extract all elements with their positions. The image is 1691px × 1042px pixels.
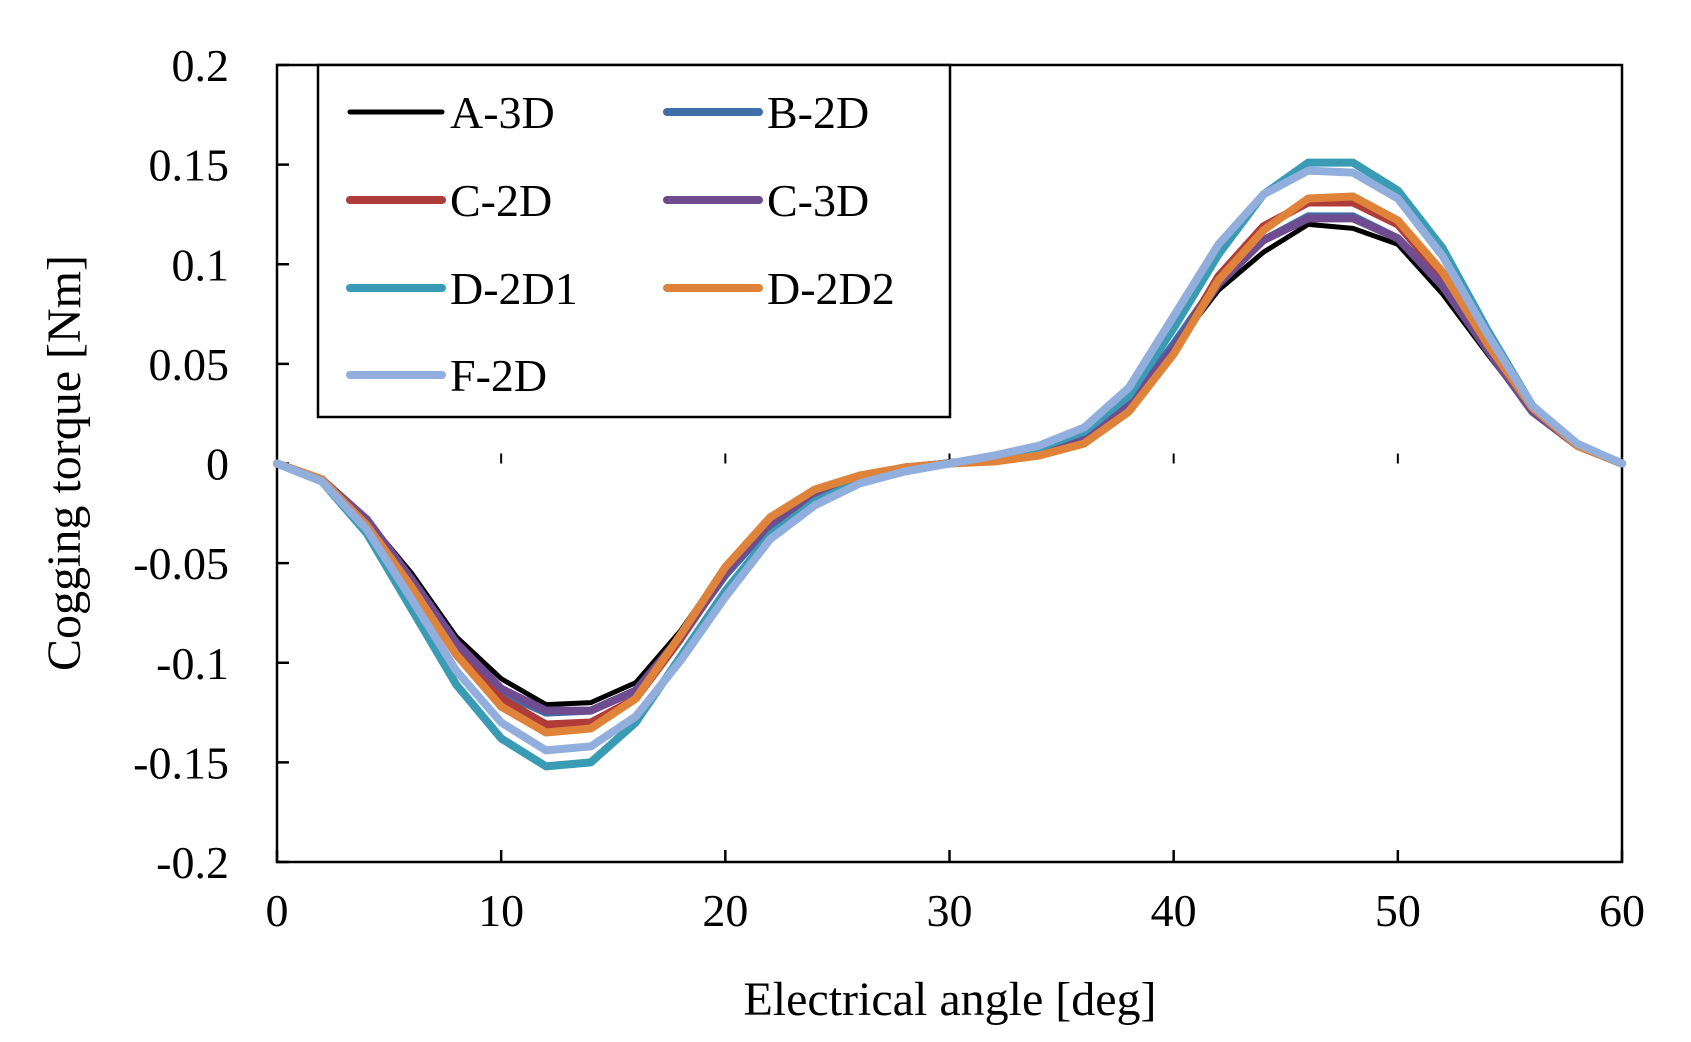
legend-label-d-2d1: D-2D1 [450, 263, 578, 314]
tick-labels: 0 10 20 30 40 50 60 -0.2 -0.15 -0.1 -0.05 0 0.05 0.1 0… [133, 40, 1645, 936]
x-tick-label: 30 [927, 885, 973, 936]
x-tick-label: 50 [1375, 885, 1421, 936]
y-tick-label: -0.1 [156, 638, 229, 689]
y-tick-label: -0.2 [156, 837, 229, 888]
y-tick-label: 0 [206, 439, 229, 490]
legend-box [316, 63, 952, 419]
y-tick-label: -0.15 [133, 737, 229, 788]
legend-label-c-2d: C-2D [450, 175, 552, 226]
series-line-f-2d [273, 166, 1626, 755]
series-lines [273, 158, 1626, 771]
x-tick-label: 40 [1151, 885, 1197, 936]
legend-label-b-2d: B-2D [767, 87, 869, 138]
y-tick-label: 0.2 [172, 40, 230, 91]
legend-items: A-3D B-2D C-2D C-3D D-2D1 D-2D2 F-2D [346, 87, 895, 401]
y-tick-label: 0.05 [149, 339, 230, 390]
y-tick-label: -0.05 [133, 538, 229, 589]
x-axis-title: Electrical angle [deg] [743, 973, 1156, 1026]
x-tick-label: 10 [478, 885, 524, 936]
legend-label-c-3d: C-3D [767, 175, 869, 226]
y-tick-label: 0.15 [149, 140, 230, 191]
legend-label-f-2d: F-2D [450, 350, 547, 401]
legend-label-d-2d2: D-2D2 [767, 263, 895, 314]
y-axis-title: Cogging torque [Nm] [38, 255, 91, 671]
legend-label-a-3d: A-3D [450, 87, 555, 138]
x-tick-label: 60 [1599, 885, 1645, 936]
axis-ticks [275, 63, 1624, 864]
legend: A-3D B-2D C-2D C-3D D-2D1 D-2D2 F-2D [316, 63, 952, 419]
x-tick-label: 20 [702, 885, 748, 936]
y-tick-label: 0.1 [172, 239, 230, 290]
x-tick-label: 0 [266, 885, 289, 936]
